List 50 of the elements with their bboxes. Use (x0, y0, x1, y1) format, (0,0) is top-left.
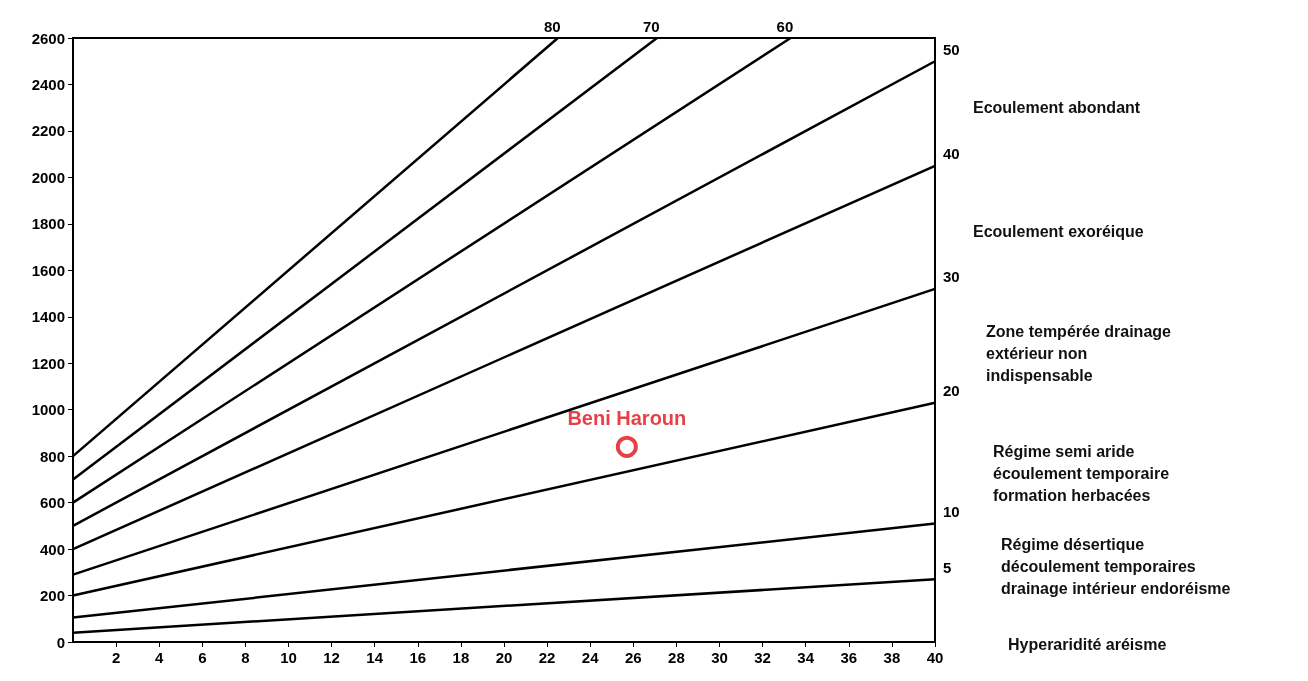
series-label: Beni Haroun (567, 406, 687, 429)
x-tick-label: 14 (366, 649, 384, 666)
x-tick-label: 8 (241, 649, 250, 666)
x-tick-label: 22 (538, 649, 556, 666)
y-tick-label: 600 (39, 494, 65, 512)
series-label: 80 (543, 17, 561, 35)
y-tick-label: 1400 (31, 308, 65, 326)
x-tick-label: 6 (198, 649, 207, 666)
y-tick-label: 0 (56, 633, 65, 651)
y-tick-label: 800 (39, 447, 65, 465)
x-tick-label: 34 (797, 649, 815, 666)
y-tick-label: 2600 (31, 29, 65, 47)
x-tick-label: 16 (409, 649, 427, 666)
x-tick-label: 36 (840, 649, 858, 666)
y-tick-label: 400 (39, 540, 65, 558)
x-tick-label: 32 (754, 649, 771, 666)
series-label: 20 (943, 382, 960, 400)
text: Régime désertique découlement temporaires drainage intérieur endoréisme (1001, 535, 1231, 597)
y-tick-label: 1600 (31, 261, 65, 279)
x-tick-label: 2 (111, 649, 121, 666)
series-label: 50 (943, 40, 960, 58)
series-label: 10 (943, 503, 960, 521)
y-tick-label: 2000 (31, 168, 65, 186)
x-tick-label: 4 (155, 649, 165, 666)
x-tick-label: 26 (624, 649, 642, 666)
text: Hyperaridité aréisme (1008, 635, 1167, 653)
text: Zone tempérée drainage extérieur non indispensable (986, 322, 1172, 384)
y-tick-label: 1800 (31, 215, 65, 233)
series-label: 5 (943, 558, 952, 576)
y-tick-label: 200 (39, 587, 65, 605)
series-label: 30 (943, 268, 960, 286)
y-tick-label: 1000 (31, 401, 65, 419)
text: Régime semi aride écoulement temporaire formation herbacées (993, 442, 1170, 504)
x-tick-label: 20 (495, 649, 513, 666)
x-tick-label: 10 (280, 649, 297, 666)
x-tick-label: 18 (452, 649, 470, 666)
x-tick-label: 28 (668, 649, 685, 666)
series-label: 60 (776, 17, 794, 35)
series-label: 40 (943, 145, 960, 163)
x-tick-label: 30 (711, 649, 728, 666)
x-tick-label: 24 (581, 649, 600, 666)
text: Ecoulement exoréique (973, 222, 1144, 240)
y-tick-label: 2200 (31, 122, 65, 140)
x-tick-label: 40 (926, 649, 944, 666)
text: Ecoulement abondant (973, 98, 1141, 116)
series-label: 70 (643, 17, 660, 35)
x-tick-label: 12 (323, 649, 340, 666)
y-tick-label: 1200 (31, 354, 65, 372)
x-tick-label: 38 (883, 649, 901, 666)
y-tick-label: 2400 (31, 75, 65, 93)
